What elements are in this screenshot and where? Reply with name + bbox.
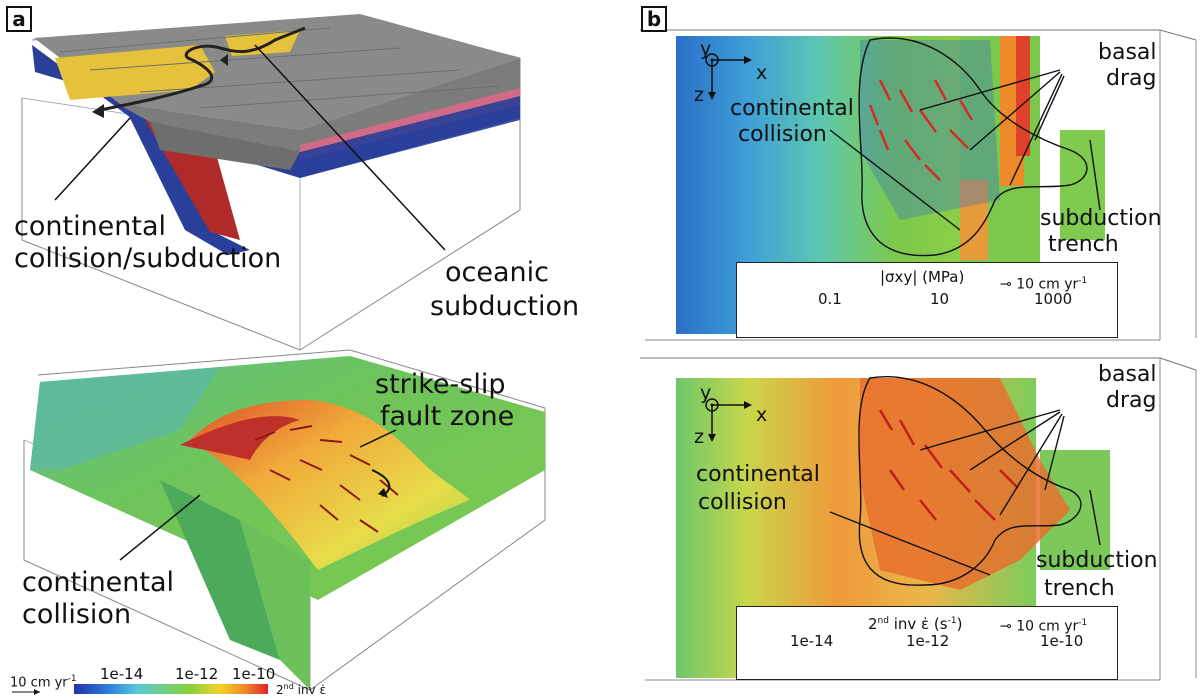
label-continental-collision-2: collision [22,599,132,630]
b-bottom-axis-y: y [700,382,712,404]
label-continental-collision-subduction-1: continental [14,211,167,242]
b-top-axis-y: y [700,38,712,60]
colorbar-b-top-quantity: |σxy| (MPa) [880,268,965,286]
b-bottom-axis-z: z [694,426,704,448]
b-top-basal: basal [1098,40,1157,65]
colorbar-a-velocity: 10 cm yr-1 [10,674,77,691]
b-bottom-drag: drag [1106,388,1157,413]
label-continental-collision-subduction-2: collision/subduction [14,243,282,274]
b-bottom-basal: basal [1098,362,1157,387]
b-top-trench: trench [1048,232,1119,257]
colorbar-b-bottom-tick-2: 1e-12 [906,632,950,650]
b-top-collision: collision [738,122,827,147]
panel-label-a: a [6,6,32,32]
colorbar-b-bottom-box [736,606,1118,680]
label-strike-slip-2: fault zone [380,401,515,432]
b-top-subduction: subduction [1040,206,1162,231]
model-block-bottom [23,349,546,691]
colorbar-b-top-tick-2: 10 [930,290,950,308]
label-oceanic-subduction-1: oceanic [445,257,549,288]
b-bottom-axis-x: x [756,404,768,426]
b-top-drag: drag [1106,66,1157,91]
colorbar-a-tick-3: 1e-10 [232,665,276,683]
colorbar-b-bottom-velocity: ⊸ 10 cm yr-1 [1000,618,1088,635]
colorbar-b-bottom-tick-3: 1e-10 [1040,632,1084,650]
colorbar-b-bottom-quantity: 2nd inv ε̇ (s-1) [868,615,963,633]
colorbar-b-top-tick-3: 1000 [1034,290,1073,308]
colorbar-b-bottom-tick-1: 1e-14 [790,632,834,650]
colorbar-b-top-box [736,262,1118,338]
b-bottom-subduction: subduction [1036,548,1158,573]
b-bottom-trench: trench [1044,576,1115,601]
colorbar-b-top-velocity: ⊸ 10 cm yr-1 [1000,276,1088,293]
b-top-continental: continental [730,96,854,121]
label-continental-collision-1: continental [22,567,175,598]
colorbar-a-quantity: 2nd inv ε̇ [276,682,326,697]
b-bottom-collision: collision [698,490,787,515]
label-oceanic-subduction-2: subduction [430,291,580,322]
b-bottom-continental: continental [696,462,820,487]
colorbar-a-tick-1: 1e-14 [100,665,144,683]
model-block-top [21,14,521,351]
colorbar-a-tick-2: 1e-12 [175,665,219,683]
colorbar-a [12,684,268,695]
label-strike-slip-1: strike-slip [375,369,506,400]
colorbar-b-top-tick-1: 0.1 [818,290,842,308]
panel-label-b: b [641,6,667,32]
b-top-axis-z: z [694,84,704,106]
b-top-axis-x: x [756,62,768,84]
